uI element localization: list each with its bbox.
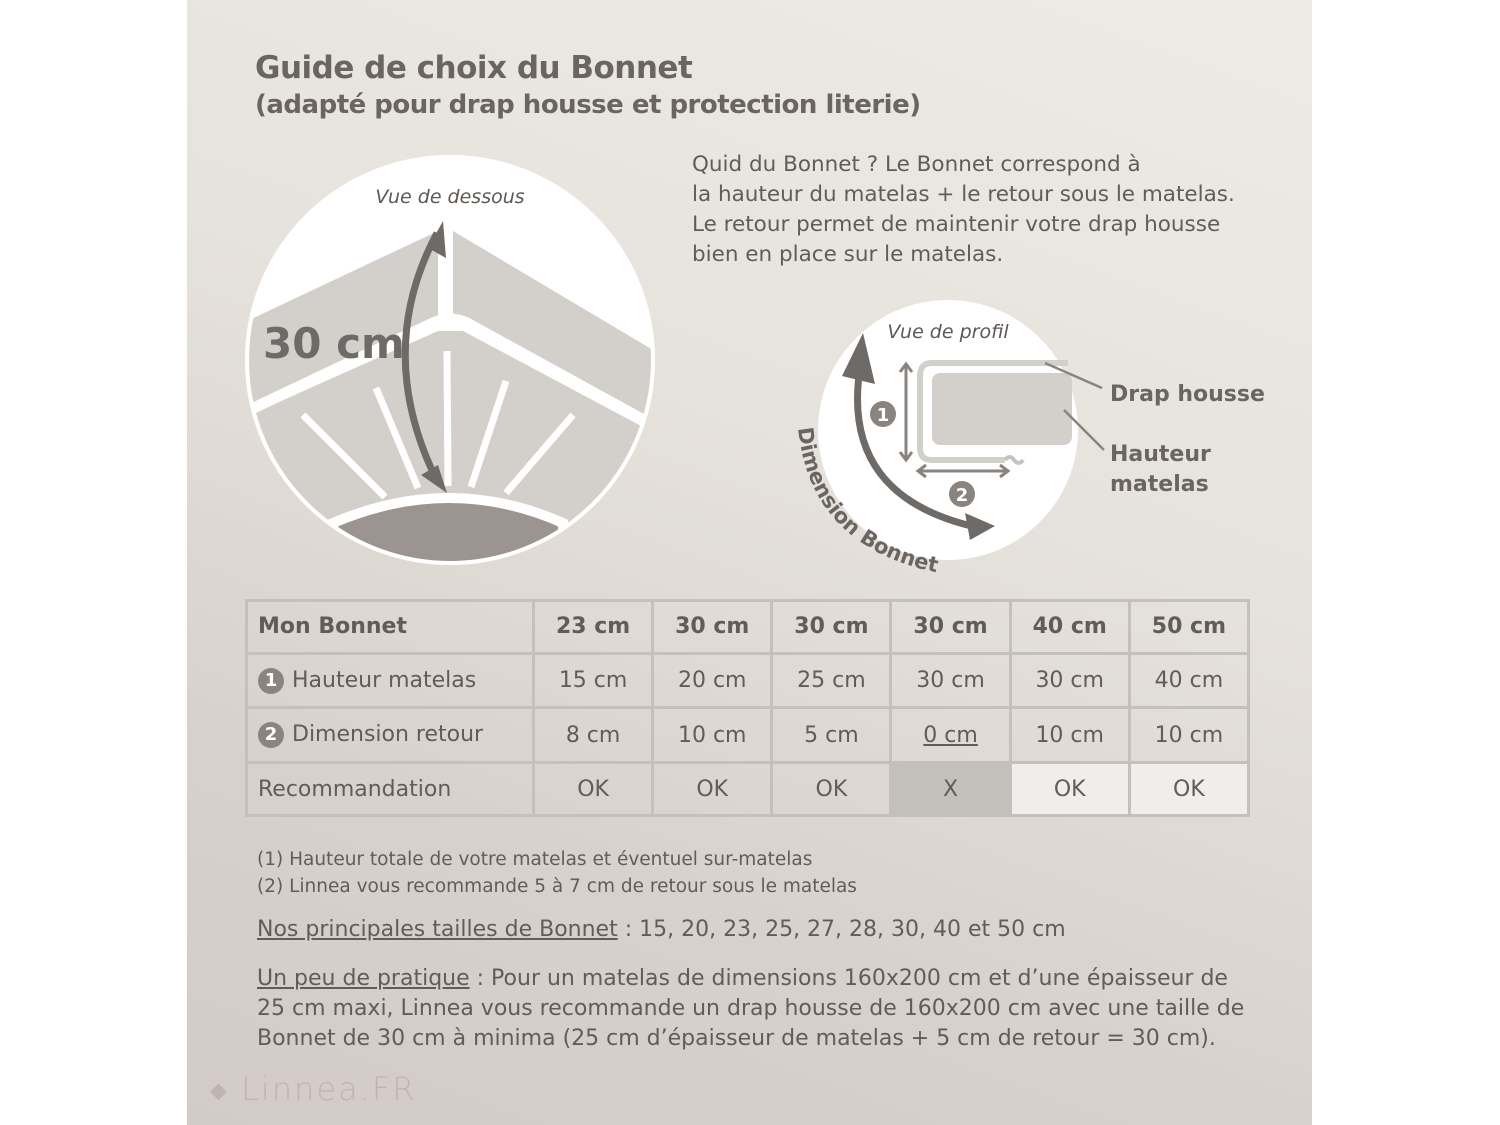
sizes-label: Nos principales tailles de Bonnet [257,917,618,942]
table-cell: OK [1127,761,1251,817]
table-cell: 40 cm [1127,651,1251,710]
row-label: 1 Hauteur matelas [245,651,535,710]
logo-text: Linnea.FR [241,1070,417,1108]
table-cell: 10 cm [1008,706,1131,765]
footnotes: (1) Hauteur totale de votre matelas et é… [257,846,857,900]
row-label-text: Dimension retour [292,722,484,748]
label-hauteur: Hauteur [1110,442,1211,467]
marker-2-label: 2 [956,485,969,506]
table-cell: 5 cm [770,706,893,765]
header-cell: 30 cm [651,599,774,655]
table-cell: 25 cm [770,651,893,710]
table-cell: OK [770,761,893,817]
table-cell: 0 cm [889,706,1012,765]
intro-line: Quid du Bonnet ? Le Bonnet correspond à [692,152,1141,177]
row-label: Recommandation [245,761,535,817]
practice-paragraph: Un peu de pratique : Pour un matelas de … [257,964,1247,1054]
table-row: Recommandation OK OK OK X OK OK [245,761,1251,817]
bottom-view-caption: Vue de dessous [375,186,524,208]
table-cell: 10 cm [651,706,774,765]
table-row: 1 Hauteur matelas 15 cm 20 cm 25 cm 30 cm… [245,651,1251,710]
linnea-logo: ◆ Linnea.FR [210,1070,416,1108]
row-label: 2 Dimension retour [245,706,535,765]
bonnet-table: Mon Bonnet 23 cm 30 cm 30 cm 30 cm 40 cm… [245,599,1251,817]
highlighted-value: 0 cm [923,722,978,748]
row-label-text: Hauteur matelas [292,667,477,693]
marker-1-label: 1 [877,405,890,426]
table-cell: OK [531,761,655,817]
measure-label: 30 cm [263,319,405,368]
number-badge: 1 [258,667,284,694]
table-cell: OK [1008,761,1131,817]
table-cell: 20 cm [651,651,774,710]
footnote: (1) Hauteur totale de votre matelas et é… [257,849,813,870]
profile-view-diagram: 1 2 Vue de profil Dimension Bonnet [793,300,1105,577]
label-drap-housse: Drap housse [1110,382,1265,407]
curved-arrow-icon [854,367,981,532]
page-subtitle: (adapté pour drap housse et protection l… [255,90,921,120]
intro-line: bien en place sur le matelas. [692,242,1004,267]
marker-2 [949,481,975,507]
header-cell: Mon Bonnet [245,599,535,655]
label-matelas: matelas [1110,472,1209,497]
table-cell: 10 cm [1127,706,1251,765]
footnote: (2) Linnea vous recommande 5 à 7 cm de r… [257,876,857,897]
practice-text: : Pour un matelas de dimensions 160x200 … [257,966,1245,1051]
practice-label: Un peu de pratique [257,966,470,991]
intro-line: Le retour permet de maintenir votre drap… [692,212,1221,237]
table-cell-not-ok: X [889,761,1012,817]
bottom-view-diagram: Vue de dessous 30 cm [245,155,655,565]
table-cell: 30 cm [889,651,1012,710]
page-title: Guide de choix du Bonnet [255,50,693,86]
header-cell: 30 cm [770,599,893,655]
intro-text: Quid du Bonnet ? Le Bonnet correspond à … [692,150,1252,270]
double-arrow-icon [401,231,442,485]
table-header-row: Mon Bonnet 23 cm 30 cm 30 cm 30 cm 40 cm… [245,599,1251,655]
table-cell: 8 cm [531,706,655,765]
table-cell: 15 cm [531,651,655,710]
header-cell: 40 cm [1008,599,1131,655]
header-cell: 50 cm [1127,599,1251,655]
profile-view-caption: Vue de profil [887,321,1009,343]
table-row: 2 Dimension retour 8 cm 10 cm 5 cm 0 cm 1… [245,706,1251,765]
header-cell: 23 cm [531,599,655,655]
table-cell: 30 cm [1008,651,1131,710]
sizes-line: Nos principales tailles de Bonnet : 15, … [257,917,1066,942]
sizes-text: : 15, 20, 23, 25, 27, 28, 30, 40 et 50 c… [617,917,1066,942]
intro-line: la hauteur du matelas + le retour sous l… [692,182,1235,207]
leaf-icon: ◆ [210,1078,229,1104]
header-cell: 30 cm [889,599,1012,655]
marker-1 [870,401,896,427]
table-cell: OK [651,761,774,817]
number-badge: 2 [258,722,284,749]
